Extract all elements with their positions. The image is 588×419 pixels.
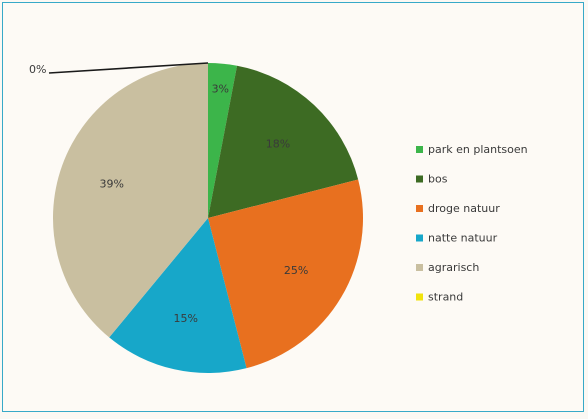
leader-lines bbox=[48, 62, 209, 74]
data-label-droge-natuur: 25% bbox=[284, 264, 308, 277]
data-label-park-en-plantsoen: 3% bbox=[212, 82, 229, 95]
data-label-bos: 18% bbox=[266, 137, 290, 150]
legend-swatch-park-en-plantsoen bbox=[416, 146, 423, 153]
legend-swatch-droge-natuur bbox=[416, 205, 423, 212]
legend-label-strand: strand bbox=[428, 291, 463, 304]
slice-bos bbox=[208, 65, 359, 218]
leader-line-strand bbox=[48, 62, 209, 74]
pie-chart: 3% 18% 25% 15% 39% 0% park en plantsoen bos dro… bbox=[29, 62, 528, 374]
legend-swatch-strand bbox=[416, 293, 423, 301]
slice-natte-natuur bbox=[109, 218, 247, 374]
data-label-agrarisch: 39% bbox=[99, 177, 123, 190]
slice-agrarisch bbox=[53, 63, 208, 338]
legend: park en plantsoen bos droge natuur natte na… bbox=[416, 143, 528, 304]
legend-swatch-bos bbox=[416, 175, 423, 183]
slice-droge-natuur bbox=[208, 179, 364, 369]
chart-frame: 3% 18% 25% 15% 39% 0% park en plantsoen bos dro… bbox=[2, 2, 584, 412]
legend-label-natte-natuur: natte natuur bbox=[428, 232, 498, 245]
pie-slices bbox=[53, 63, 364, 374]
legend-label-park-en-plantsoen: park en plantsoen bbox=[428, 143, 528, 156]
legend-label-agrarisch: agrarisch bbox=[428, 261, 479, 274]
data-label-natte-natuur: 15% bbox=[173, 312, 197, 325]
data-label-strand: 0% bbox=[29, 63, 46, 76]
slice-park-en-plantsoen bbox=[208, 63, 238, 218]
slice-labels: 3% 18% 25% 15% 39% 0% bbox=[29, 63, 308, 325]
legend-swatch-agrarisch bbox=[416, 264, 423, 271]
legend-swatch-natte-natuur bbox=[416, 234, 423, 242]
legend-label-droge-natuur: droge natuur bbox=[428, 202, 500, 215]
legend-label-bos: bos bbox=[428, 173, 448, 186]
